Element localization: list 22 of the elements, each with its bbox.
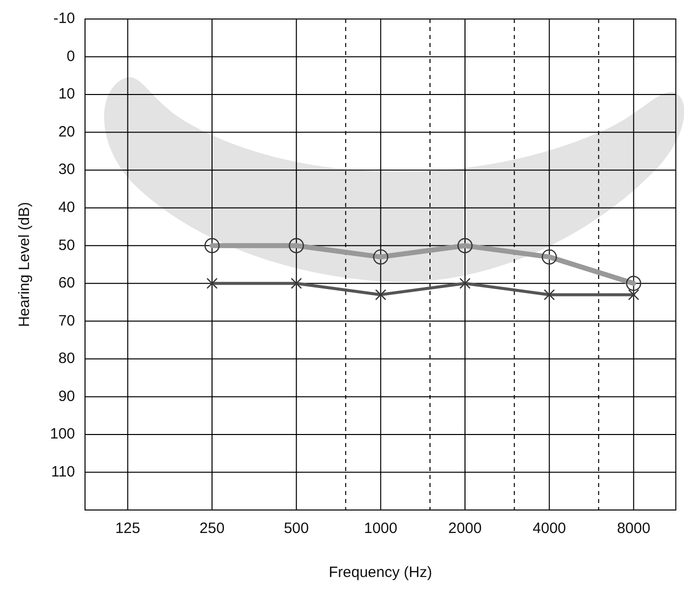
x-axis-title: Frequency (Hz) [328,564,432,582]
y-tick-label: 20 [58,123,76,140]
y-tick-label: 90 [58,388,76,405]
y-tick-label: 80 [58,350,76,368]
x-tick-label: 125 [115,520,140,538]
y-axis-title: Hearing Level (dB) [16,202,34,328]
y-tick-label: -10 [53,10,76,28]
y-tick-label: 100 [50,426,76,443]
y-tick-label: 70 [58,312,76,330]
x-tick-label: 8000 [616,520,650,538]
x-tick-label: 1000 [364,520,398,538]
y-tick-label: 10 [58,86,76,103]
y-tick-label: 40 [58,198,76,216]
x-tick-label: 4000 [532,520,566,538]
x-tick-label: 2000 [448,520,482,538]
y-tick-label: 30 [58,161,76,178]
y-tick-label: 60 [58,274,76,292]
y-tick-label: 50 [58,236,76,254]
x-tick-label: 250 [200,520,225,538]
y-tick-label: 0 [66,48,76,65]
x-tick-label: 500 [284,520,309,538]
y-tick-label: 110 [51,463,76,480]
